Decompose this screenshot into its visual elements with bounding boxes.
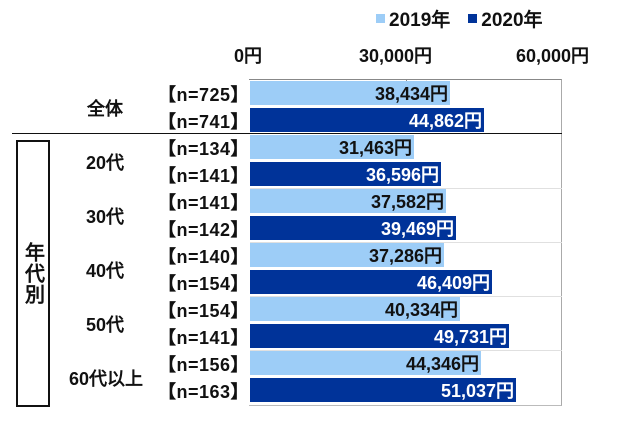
bar-2020-40s: 46,409円 — [250, 270, 492, 294]
n-label: 【n=141】 — [158, 327, 250, 348]
n-label: 【n=154】 — [158, 273, 250, 294]
legend-swatch-2020 — [468, 13, 478, 23]
bar-value-label: 44,862円 — [408, 111, 482, 131]
legend-label-2019: 2019年 — [389, 9, 451, 31]
bar-value-label: 40,334円 — [384, 300, 458, 320]
bar-2019-30s: 37,582円 — [250, 189, 446, 213]
n-label: 【n=163】 — [158, 381, 250, 402]
n-label: 【n=140】 — [158, 246, 250, 267]
group-label-20s: 20代 — [85, 153, 125, 173]
bar-2019-50s: 40,334円 — [250, 297, 460, 321]
bar-value-label: 39,469円 — [380, 219, 454, 239]
bar-2019-20s: 31,463円 — [250, 135, 414, 159]
n-label: 【n=142】 — [158, 219, 250, 240]
gridline — [250, 296, 562, 297]
bar-value-label: 37,582円 — [370, 192, 444, 212]
bar-value-label: 37,286円 — [368, 246, 442, 266]
bar-value-label: 38,434円 — [374, 84, 448, 104]
n-label: 【n=141】 — [158, 192, 250, 213]
n-label: 【n=141】 — [158, 165, 250, 186]
gridline — [250, 188, 562, 189]
gridline — [250, 242, 562, 243]
bar-value-label: 44,346円 — [405, 354, 479, 374]
group-label-50s: 50代 — [85, 315, 125, 335]
bar-value-label: 46,409円 — [416, 273, 490, 293]
x-tick-60000: 60,000円 — [516, 46, 590, 66]
group-label-total: 全体 — [87, 99, 123, 119]
total-separator-line — [12, 133, 562, 134]
bar-value-label: 49,731円 — [433, 327, 507, 347]
bar-2019-60s-plus: 44,346円 — [250, 351, 481, 375]
age-group-box: 年代別 — [16, 140, 50, 407]
bar-2020-20s: 36,596円 — [250, 162, 441, 186]
bar-2019-40s: 37,286円 — [250, 243, 444, 267]
bar-2020-total: 44,862円 — [250, 108, 484, 132]
bar-2020-60s-plus: 51,037円 — [250, 378, 516, 402]
group-label-30s: 30代 — [85, 207, 125, 227]
chart-legend: 2019年 2020年 — [376, 5, 561, 32]
group-label-40s: 40代 — [85, 261, 125, 281]
n-label: 【n=725】 — [158, 84, 250, 105]
n-label: 【n=741】 — [158, 111, 250, 132]
legend-swatch-2019 — [376, 13, 385, 23]
n-label: 【n=156】 — [158, 354, 250, 375]
legend-label-2020: 2020年 — [481, 9, 543, 31]
n-label: 【n=154】 — [158, 300, 250, 321]
gridline — [250, 350, 562, 351]
bar-2019-total: 38,434円 — [250, 81, 450, 105]
bar-value-label: 31,463円 — [338, 138, 412, 158]
x-tick-0: 0円 — [234, 46, 263, 66]
bar-2020-30s: 39,469円 — [250, 216, 456, 240]
n-label: 【n=134】 — [158, 138, 250, 159]
legend-item-2019: 2019年 — [376, 5, 450, 32]
bar-2020-50s: 49,731円 — [250, 324, 509, 348]
group-label-60s-plus: 60代以上 — [68, 369, 144, 389]
legend-item-2020: 2020年 — [468, 5, 543, 32]
bar-value-label: 36,596円 — [365, 165, 439, 185]
bar-value-label: 51,037円 — [440, 381, 514, 401]
age-group-label: 年代別 — [21, 242, 44, 305]
x-tick-30000: 30,000円 — [359, 46, 433, 66]
